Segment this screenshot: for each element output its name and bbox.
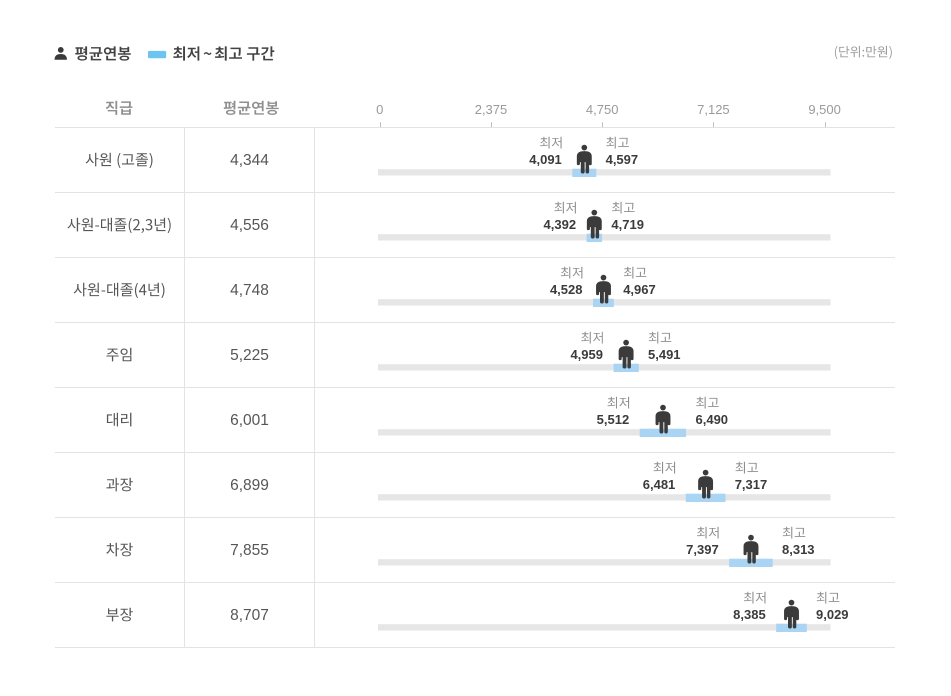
- svg-text:6,899: 6,899: [230, 477, 269, 494]
- svg-text:4,392: 4,392: [544, 217, 577, 232]
- svg-text:8,385: 8,385: [733, 607, 766, 622]
- svg-text:7,855: 7,855: [230, 542, 269, 559]
- svg-text:9,029: 9,029: [816, 607, 849, 622]
- svg-text:4,091: 4,091: [529, 152, 562, 167]
- svg-text:8,313: 8,313: [782, 542, 815, 557]
- svg-text:4,748: 4,748: [230, 282, 269, 299]
- svg-text:2,375: 2,375: [475, 102, 508, 117]
- svg-text:4,750: 4,750: [586, 102, 619, 117]
- svg-text:4,967: 4,967: [623, 282, 656, 297]
- svg-text:4,344: 4,344: [230, 152, 269, 169]
- svg-text:6,001: 6,001: [230, 412, 269, 429]
- svg-text:4,528: 4,528: [550, 282, 583, 297]
- svg-text:7,317: 7,317: [735, 477, 768, 492]
- svg-text:5,491: 5,491: [648, 347, 681, 362]
- svg-text:0: 0: [376, 102, 383, 117]
- svg-text:7,125: 7,125: [697, 102, 730, 117]
- svg-text:4,597: 4,597: [606, 152, 639, 167]
- svg-text:5,225: 5,225: [230, 347, 269, 364]
- svg-text:4,719: 4,719: [611, 217, 644, 232]
- svg-text:4,556: 4,556: [230, 217, 269, 234]
- svg-text:8,707: 8,707: [230, 607, 269, 624]
- svg-text:9,500: 9,500: [808, 102, 841, 117]
- svg-text:4,959: 4,959: [570, 347, 603, 362]
- svg-text:7,397: 7,397: [686, 542, 719, 557]
- svg-text:5,512: 5,512: [597, 412, 630, 427]
- svg-text:6,481: 6,481: [643, 477, 676, 492]
- svg-text:6,490: 6,490: [696, 412, 729, 427]
